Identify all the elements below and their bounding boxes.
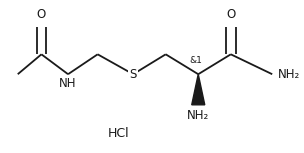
Polygon shape — [192, 74, 205, 105]
Text: NH₂: NH₂ — [278, 68, 300, 81]
Text: O: O — [37, 8, 46, 21]
Text: HCl: HCl — [108, 127, 129, 140]
Text: S: S — [130, 68, 137, 81]
Text: O: O — [226, 8, 235, 21]
Text: &1: &1 — [189, 56, 202, 65]
Text: NH: NH — [59, 77, 77, 90]
Text: NH₂: NH₂ — [187, 109, 209, 122]
